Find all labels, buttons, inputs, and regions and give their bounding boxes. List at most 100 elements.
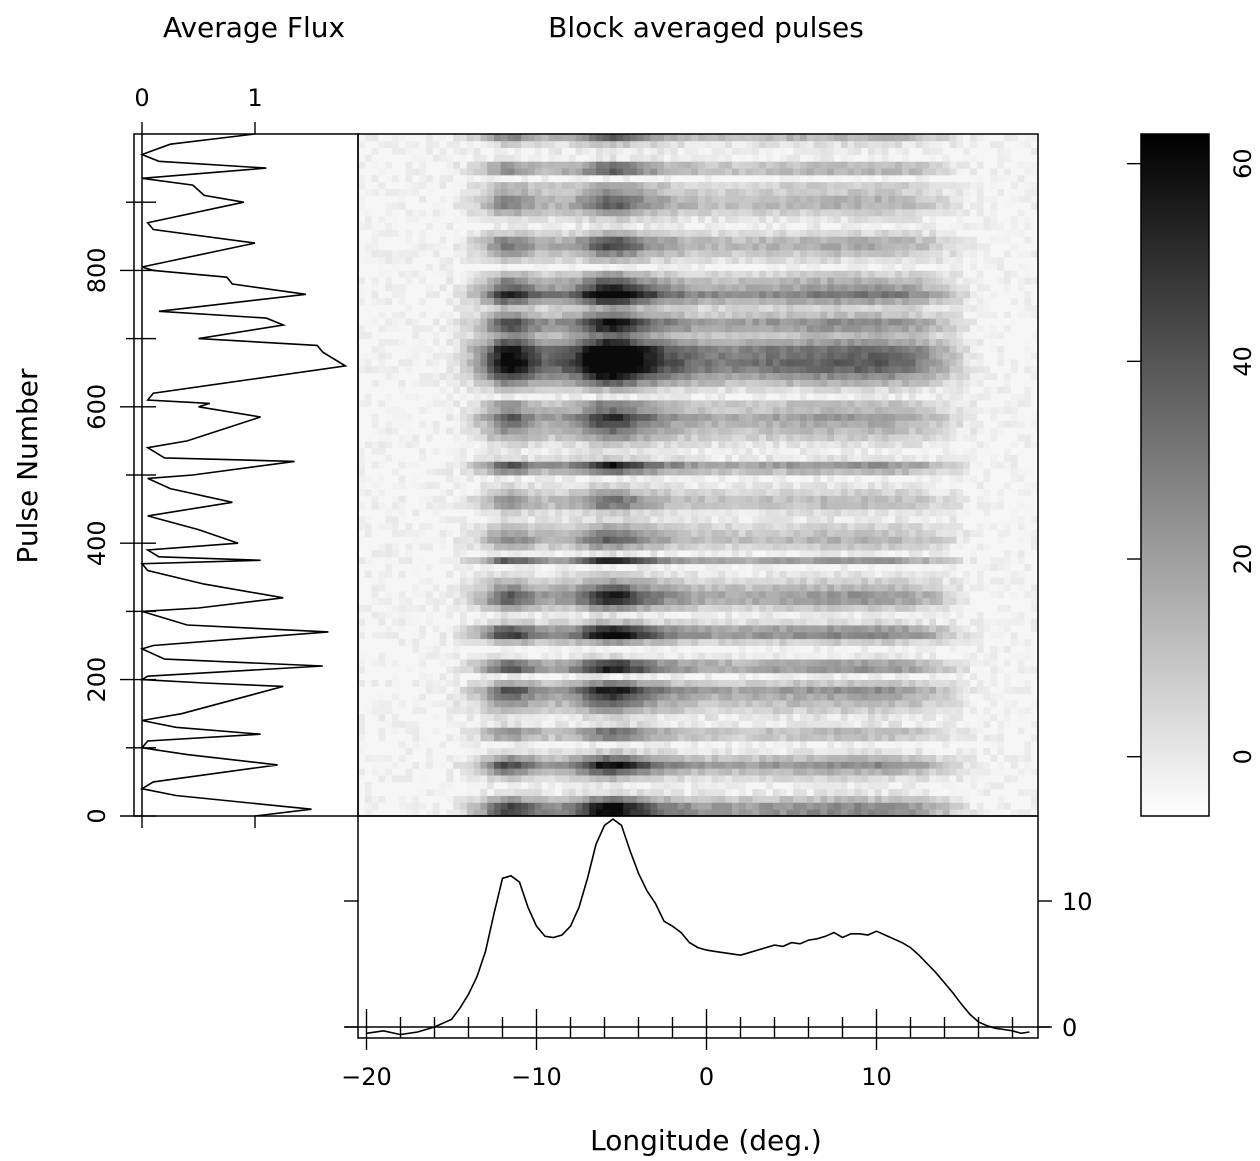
heatmap-cell (602, 693, 610, 701)
heatmap-cell (562, 788, 570, 796)
heatmap-cell (657, 795, 665, 803)
heatmap-cell (908, 563, 916, 571)
heatmap-cell (800, 502, 808, 510)
heatmap-cell (582, 577, 590, 585)
heatmap-cell (766, 604, 774, 612)
heatmap-cell (548, 768, 556, 776)
heatmap-cell (997, 577, 1005, 585)
heatmap-cell (432, 645, 440, 653)
heatmap-cell (466, 795, 474, 803)
heatmap-cell (460, 638, 468, 646)
heatmap-cell (494, 604, 502, 612)
heatmap-cell (432, 570, 440, 578)
heatmap-cell (854, 775, 862, 783)
heatmap-cell (521, 693, 529, 701)
heatmap-cell (684, 802, 692, 810)
heatmap-cell (446, 495, 454, 503)
heatmap-cell (732, 795, 740, 803)
heatmap-cell (732, 611, 740, 619)
heatmap-cell (929, 536, 937, 544)
heatmap-cell (942, 509, 950, 517)
heatmap-cell (779, 604, 787, 612)
heatmap-cell (487, 700, 495, 708)
heatmap-cell (398, 611, 406, 619)
heatmap-cell (630, 597, 638, 605)
heatmap-cell (936, 625, 944, 633)
heatmap-cell (609, 509, 617, 517)
heatmap-cell (759, 618, 767, 626)
heatmap-cell (718, 665, 726, 674)
heatmap-cell (507, 788, 515, 796)
heatmap-cell (868, 597, 876, 605)
heatmap-cell (698, 522, 706, 530)
heatmap-cell (732, 604, 740, 612)
heatmap-cell (908, 713, 916, 721)
heatmap-cell (650, 597, 658, 605)
heatmap-cell (446, 795, 454, 803)
heatmap-cell (868, 747, 876, 756)
heatmap-cell (766, 645, 774, 653)
heatmap-cell (738, 522, 746, 530)
heatmap-cell (466, 584, 474, 592)
heatmap-cell (480, 570, 488, 578)
heatmap-cell (412, 706, 420, 715)
heatmap-cell (657, 747, 665, 756)
heatmap-cell (453, 720, 461, 728)
heatmap-cell (602, 515, 610, 524)
heatmap-cell (534, 693, 542, 701)
heatmap-cell (636, 809, 644, 817)
heatmap-cell (541, 604, 549, 612)
heatmap-cell (834, 625, 842, 633)
heatmap-cell (568, 679, 576, 687)
heatmap-cell (1004, 754, 1012, 762)
heatmap-cell (582, 700, 590, 708)
heatmap-cell (1004, 768, 1012, 776)
heatmap-cell (854, 693, 862, 701)
heatmap-cell (487, 788, 495, 796)
heatmap-cell (806, 515, 814, 524)
heatmap-cell (936, 550, 944, 558)
heatmap-cell (534, 631, 542, 640)
heatmap-cell (868, 495, 876, 503)
heatmap-cell (956, 584, 964, 592)
heatmap-cell (480, 597, 488, 605)
heatmap-cell (908, 700, 916, 708)
heatmap-cell (426, 631, 434, 640)
heatmap-cell (956, 802, 964, 810)
heatmap-cell (507, 734, 515, 742)
heatmap-cell (881, 781, 889, 790)
heatmap-cell (691, 515, 699, 524)
heatmap-cell (976, 604, 984, 612)
heatmap-cell (643, 781, 651, 790)
heatmap-cell (813, 754, 821, 762)
heatmap-cell (738, 509, 746, 517)
heatmap-cell (684, 556, 692, 565)
heatmap-cell (364, 631, 372, 640)
heatmap-cell (1017, 495, 1025, 503)
heatmap-cell (902, 706, 910, 715)
heatmap-cell (487, 590, 495, 599)
heatmap-cell (827, 604, 835, 612)
heatmap-cell (806, 536, 814, 544)
heatmap-cell (868, 577, 876, 585)
heatmap-cell (684, 665, 692, 674)
heatmap-cell (616, 700, 624, 708)
heatmap-cell (759, 740, 767, 749)
heatmap-cell (1031, 522, 1039, 530)
heatmap-cell (704, 747, 712, 756)
heatmap-cell (684, 775, 692, 783)
heatmap-cell (548, 488, 556, 496)
heatmap-cell (650, 665, 658, 674)
heatmap-cell (698, 734, 706, 742)
heatmap-cell (840, 679, 848, 687)
heatmap-cell (779, 809, 787, 817)
heatmap-cell (813, 536, 821, 544)
heatmap-cell (929, 509, 937, 517)
heatmap-cell (936, 481, 944, 490)
heatmap-cell (936, 509, 944, 517)
heatmap-cell (664, 509, 672, 517)
heatmap-cell (602, 740, 610, 749)
heatmap-cell (779, 475, 787, 483)
heatmap-cell (378, 754, 386, 762)
heatmap-cell (806, 720, 814, 728)
